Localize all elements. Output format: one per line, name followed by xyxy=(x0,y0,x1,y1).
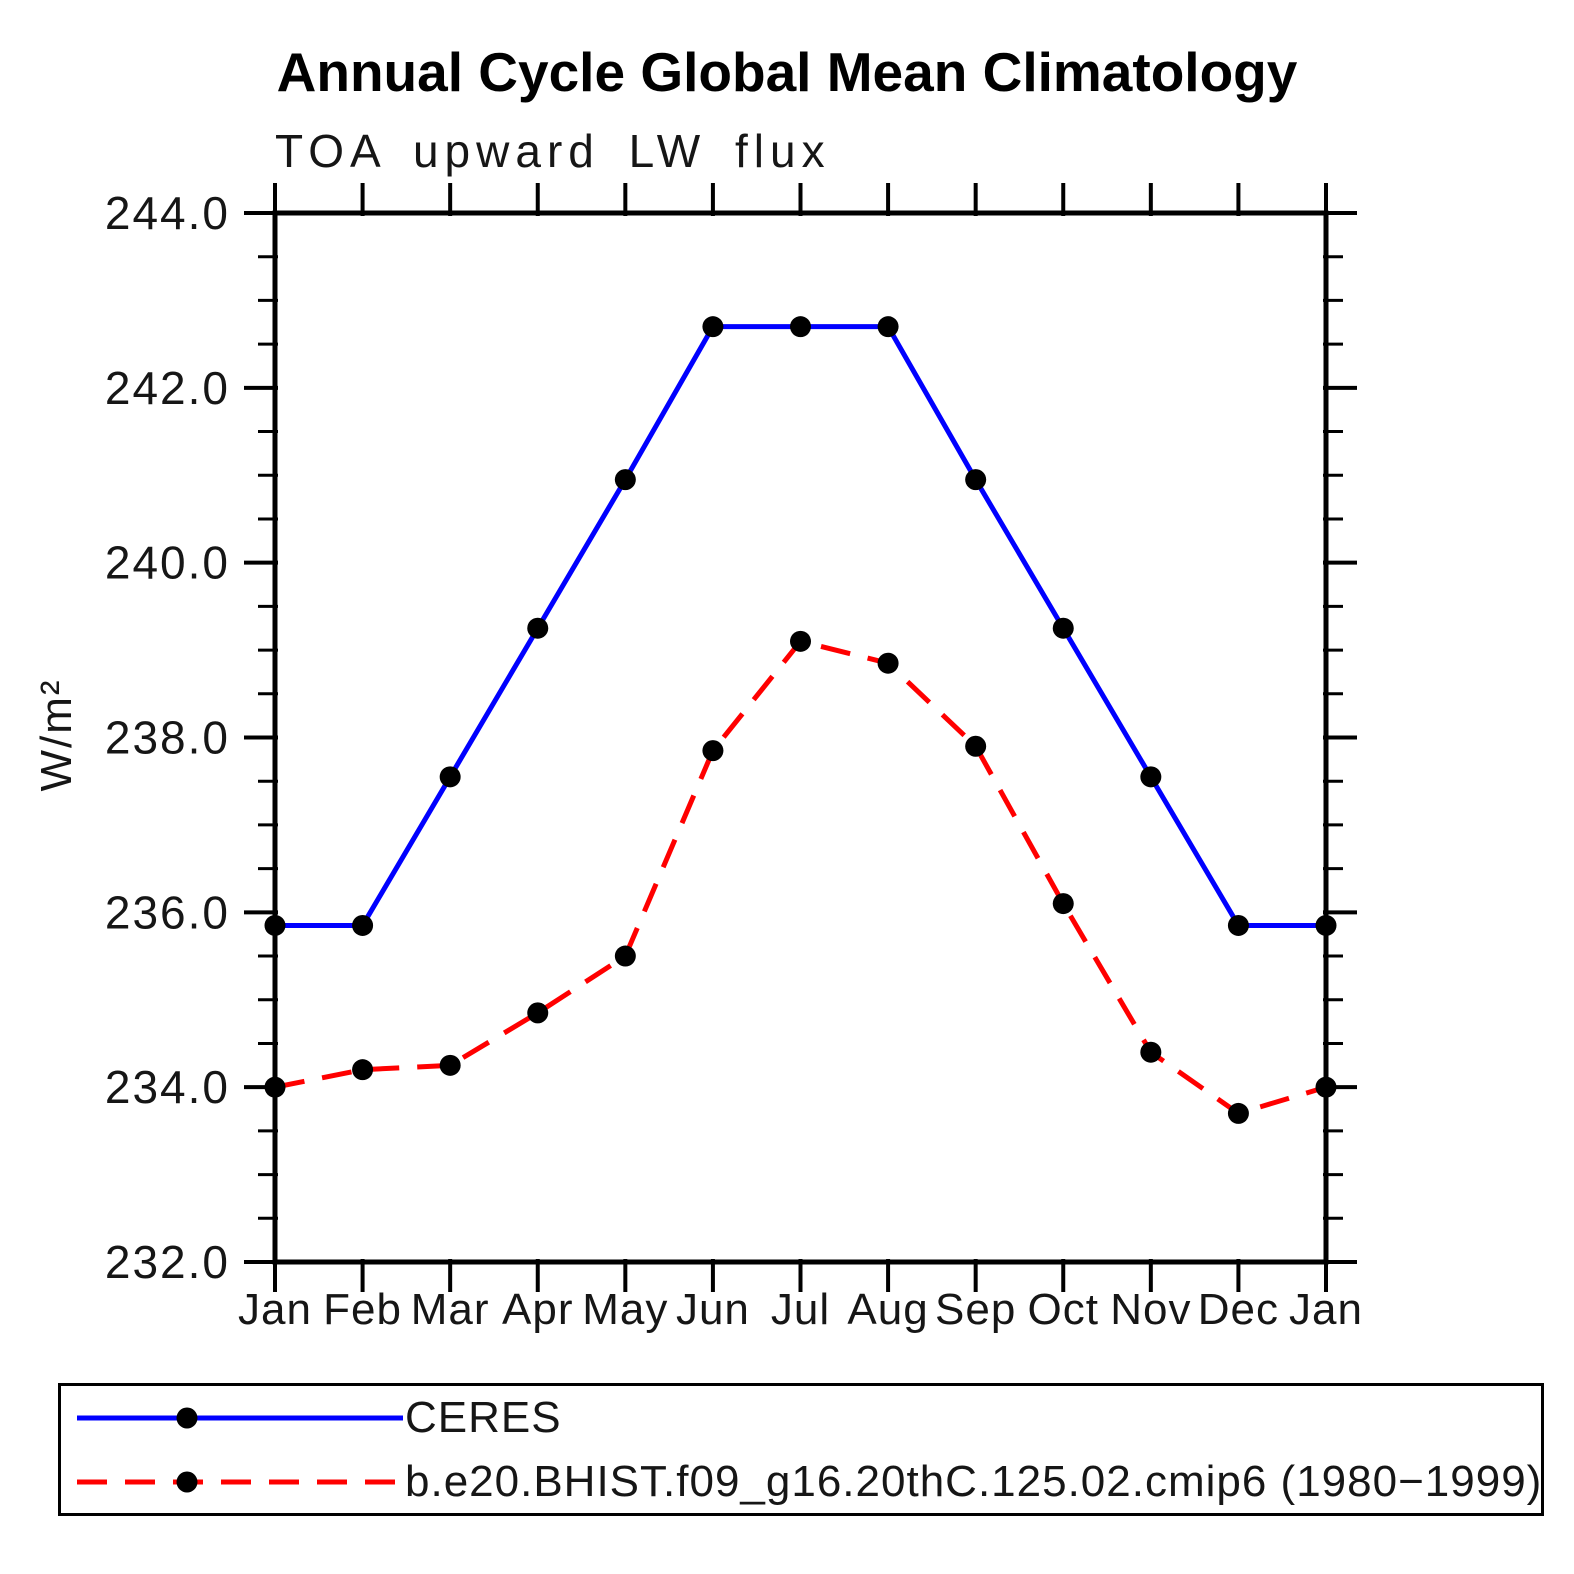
ceres-data-point xyxy=(702,316,724,338)
model-data-point xyxy=(1052,893,1074,915)
ceres-data-point xyxy=(439,766,461,788)
model-data-point xyxy=(1315,1076,1337,1098)
ceres-data-point xyxy=(1315,914,1337,936)
model-data-point xyxy=(965,735,987,757)
x-tick-label: Oct xyxy=(1028,1285,1099,1334)
legend-label-ceres: CERES xyxy=(405,1392,562,1442)
x-tick-label: Apr xyxy=(502,1285,573,1334)
x-tick-label: Aug xyxy=(847,1285,928,1334)
ceres-data-point xyxy=(877,316,899,338)
model-data-point xyxy=(352,1059,374,1081)
legend-box: CERES b.e20.BHIST.f09_g16.20thC.125.02.c… xyxy=(58,1383,1544,1516)
model-data-point xyxy=(877,652,899,674)
model-data-point xyxy=(702,740,724,762)
plot-border xyxy=(272,210,1329,1265)
x-tick-label: Jun xyxy=(676,1285,750,1334)
model-data-point xyxy=(1227,1102,1249,1124)
ceres-data-point xyxy=(614,469,636,491)
model-legend-swatch-icon xyxy=(77,1471,403,1492)
x-tick-label: Jan xyxy=(238,1285,312,1334)
ceres-data-point xyxy=(1052,617,1074,639)
x-tick-label: Dec xyxy=(1198,1285,1279,1334)
x-tick-label: Feb xyxy=(323,1285,402,1334)
y-tick-label: 242.0 xyxy=(105,362,230,414)
legend-marker xyxy=(176,1471,198,1492)
chart-subtitle: TOA upward LW flux xyxy=(275,125,831,177)
ceres-line xyxy=(275,324,1326,928)
y-tick-label: 236.0 xyxy=(105,886,230,938)
x-tick-label: May xyxy=(582,1285,668,1334)
legend-row-model: b.e20.BHIST.f09_g16.20thC.125.02.cmip6 (… xyxy=(75,1453,1541,1511)
ceres-data-point xyxy=(1227,914,1249,936)
chart-title: Annual Cycle Global Mean Climatology xyxy=(276,41,1298,103)
ceres-data-point xyxy=(965,469,987,491)
model-data-point xyxy=(614,945,636,967)
ceres-data-point xyxy=(527,617,549,639)
ceres-data-point xyxy=(352,914,374,936)
y-tick-label: 234.0 xyxy=(105,1061,230,1113)
model-data-point xyxy=(439,1054,461,1076)
model-data-point xyxy=(790,630,811,652)
ceres-data-point xyxy=(790,316,811,338)
ceres-legend-swatch-icon xyxy=(77,1407,403,1428)
y-tick-label: 232.0 xyxy=(105,1236,230,1288)
model-line xyxy=(274,638,1327,1117)
y-tick-label: 244.0 xyxy=(105,187,230,239)
legend-label-model: b.e20.BHIST.f09_g16.20thC.125.02.cmip6 (… xyxy=(405,1456,1543,1506)
ceres-data-point xyxy=(264,914,286,936)
legend-row-ceres: CERES xyxy=(75,1389,1541,1447)
model-data-point xyxy=(1140,1041,1162,1063)
x-tick-label: Jan xyxy=(1289,1285,1363,1334)
x-tick-label: Nov xyxy=(1110,1285,1191,1334)
x-tick-label: Jul xyxy=(771,1285,830,1334)
ceres-data-point xyxy=(1140,766,1162,788)
legend-marker xyxy=(176,1407,198,1428)
model-data-point xyxy=(527,1002,549,1024)
x-tick-label: Mar xyxy=(411,1285,490,1334)
model-data-point xyxy=(264,1076,286,1098)
x-tick-label: Sep xyxy=(935,1285,1016,1334)
y-tick-label: 238.0 xyxy=(105,712,230,764)
y-tick-label: 240.0 xyxy=(105,537,230,589)
